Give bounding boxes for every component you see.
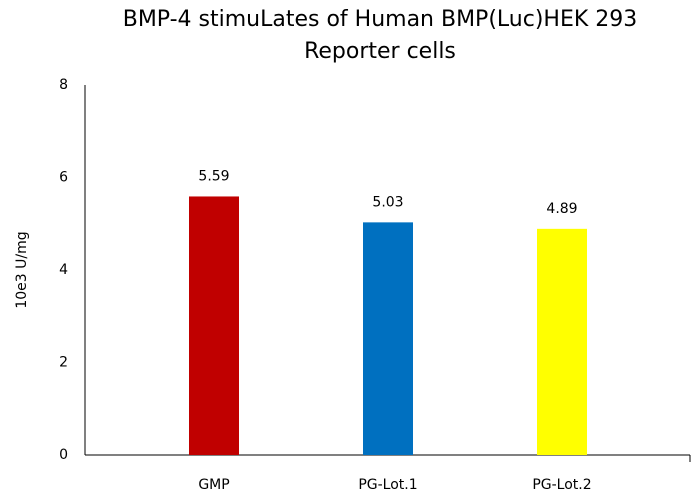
y-tick-label: 8 bbox=[59, 77, 68, 93]
y-axis-label: 10e3 U/mg bbox=[14, 231, 30, 308]
chart-title: Reporter cells bbox=[304, 39, 456, 64]
x-tick-label: PG-Lot.1 bbox=[358, 477, 417, 493]
bar bbox=[537, 228, 587, 455]
x-tick-label: PG-Lot.2 bbox=[532, 477, 591, 493]
x-tick-label: GMP bbox=[198, 477, 229, 493]
y-tick-label: 4 bbox=[59, 262, 68, 278]
y-tick-label: 2 bbox=[59, 355, 68, 371]
bar bbox=[363, 222, 413, 455]
value-label: 5.03 bbox=[372, 194, 403, 210]
chart-title: BMP-4 stimuLates of Human BMP(Luc)HEK 29… bbox=[123, 7, 638, 32]
value-label: 5.59 bbox=[198, 168, 229, 184]
value-label: 4.89 bbox=[546, 201, 577, 217]
y-tick-label: 6 bbox=[59, 170, 68, 186]
bar bbox=[189, 196, 239, 455]
y-tick-label: 0 bbox=[59, 447, 68, 463]
